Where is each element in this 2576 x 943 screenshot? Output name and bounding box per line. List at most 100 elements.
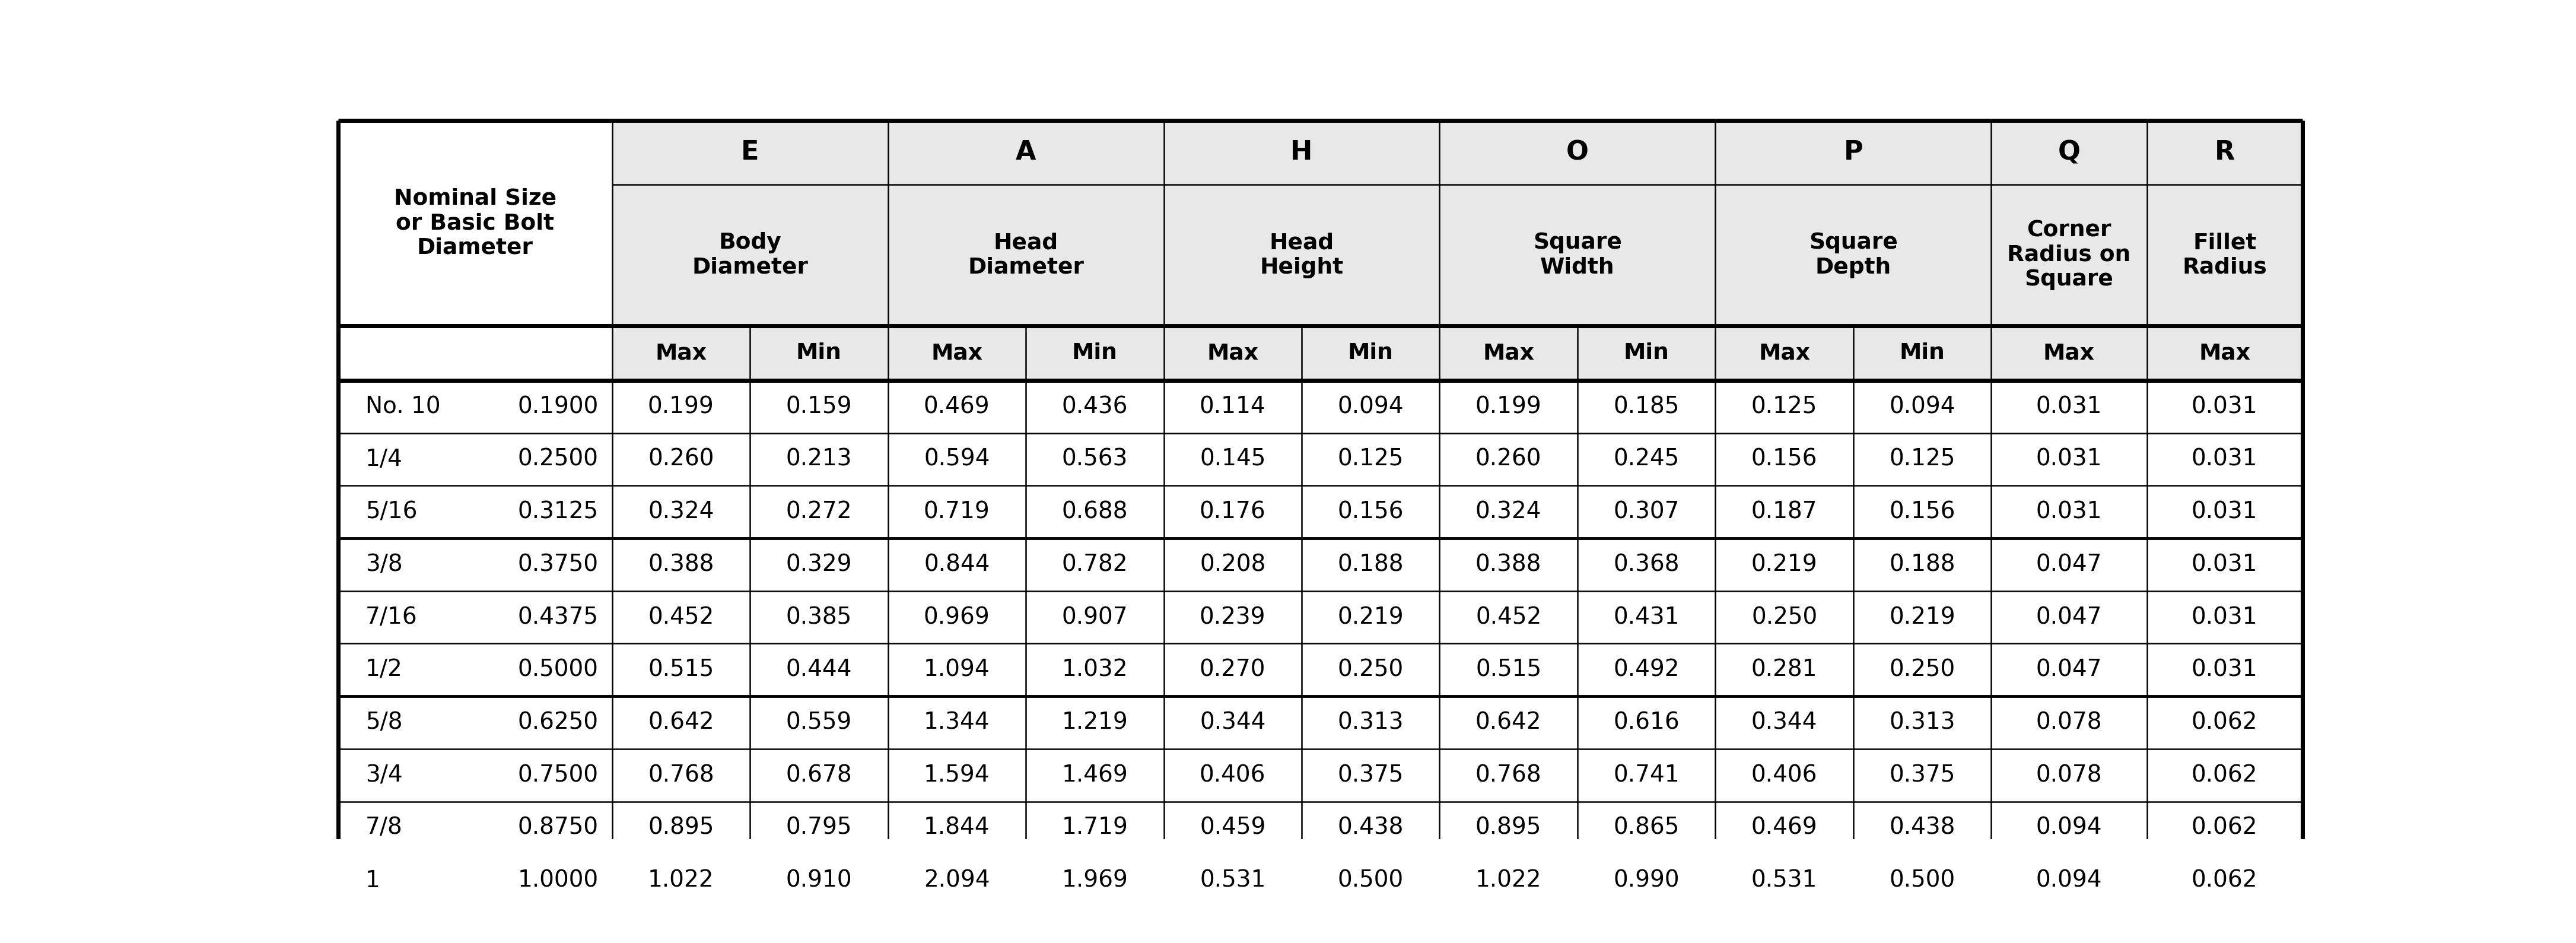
Text: 0.500: 0.500 <box>1337 869 1404 892</box>
Text: 0.3125: 0.3125 <box>518 501 598 523</box>
Text: 0.865: 0.865 <box>1613 817 1680 839</box>
Text: 0.895: 0.895 <box>649 817 714 839</box>
Text: 0.031: 0.031 <box>2192 658 2257 681</box>
Text: 0.199: 0.199 <box>647 395 714 418</box>
Text: 0.281: 0.281 <box>1752 658 1819 681</box>
Text: 0.078: 0.078 <box>2035 764 2102 786</box>
Text: 7/16: 7/16 <box>366 606 417 629</box>
Text: 0.324: 0.324 <box>1476 501 1540 523</box>
Text: 0.213: 0.213 <box>786 448 853 471</box>
Text: 1.344: 1.344 <box>925 711 989 734</box>
Text: 1.0000: 1.0000 <box>518 869 598 892</box>
Text: 0.459: 0.459 <box>1200 817 1265 839</box>
Text: Head
Height: Head Height <box>1260 232 1345 278</box>
Text: 0.444: 0.444 <box>786 658 853 681</box>
Text: O: O <box>1566 140 1589 165</box>
Text: Max: Max <box>2200 342 2251 364</box>
Text: 1.594: 1.594 <box>925 764 989 786</box>
Text: 0.219: 0.219 <box>1337 606 1404 629</box>
Text: Square
Depth: Square Depth <box>1808 232 1899 278</box>
Text: Body
Diameter: Body Diameter <box>693 232 809 278</box>
Text: 0.452: 0.452 <box>1476 606 1540 629</box>
Text: 2.094: 2.094 <box>925 869 989 892</box>
Text: 0.188: 0.188 <box>1888 554 1955 576</box>
Text: 1.969: 1.969 <box>1061 869 1128 892</box>
Text: 0.1900: 0.1900 <box>518 395 598 418</box>
Text: 0.031: 0.031 <box>2035 448 2102 471</box>
Text: 0.438: 0.438 <box>1337 817 1404 839</box>
Text: 0.114: 0.114 <box>1200 395 1265 418</box>
Text: 0.768: 0.768 <box>1476 764 1540 786</box>
Text: 0.469: 0.469 <box>1752 817 1819 839</box>
Text: Fillet
Radius: Fillet Radius <box>2182 232 2267 278</box>
Bar <box>337 121 613 380</box>
Text: 1.469: 1.469 <box>1061 764 1128 786</box>
Text: 0.344: 0.344 <box>1752 711 1819 734</box>
Text: 0.031: 0.031 <box>2192 501 2257 523</box>
Text: 0.250: 0.250 <box>1752 606 1816 629</box>
Text: 0.642: 0.642 <box>1476 711 1540 734</box>
Text: 0.031: 0.031 <box>2192 395 2257 418</box>
Text: 0.438: 0.438 <box>1888 817 1955 839</box>
Text: Max: Max <box>654 342 706 364</box>
Text: 1.022: 1.022 <box>649 869 714 892</box>
Text: 0.176: 0.176 <box>1200 501 1265 523</box>
Text: 0.199: 0.199 <box>1476 395 1540 418</box>
Text: 0.431: 0.431 <box>1613 606 1680 629</box>
Text: 0.910: 0.910 <box>786 869 853 892</box>
Text: 0.145: 0.145 <box>1200 448 1265 471</box>
Text: 1.719: 1.719 <box>1061 817 1128 839</box>
Text: Nominal Size
or Basic Bolt
Diameter: Nominal Size or Basic Bolt Diameter <box>394 188 556 258</box>
Text: 0.990: 0.990 <box>1613 869 1680 892</box>
Text: 1/4: 1/4 <box>366 448 402 471</box>
Text: 0.187: 0.187 <box>1752 501 1819 523</box>
Text: 0.795: 0.795 <box>786 817 853 839</box>
Text: 0.078: 0.078 <box>2035 711 2102 734</box>
Text: 0.844: 0.844 <box>925 554 989 576</box>
Text: 0.782: 0.782 <box>1061 554 1128 576</box>
Text: 0.062: 0.062 <box>2192 711 2257 734</box>
Text: 0.125: 0.125 <box>1888 448 1955 471</box>
Text: 0.907: 0.907 <box>1061 606 1128 629</box>
Text: 0.031: 0.031 <box>2035 395 2102 418</box>
Text: No. 10: No. 10 <box>366 395 440 418</box>
Text: Corner
Radius on
Square: Corner Radius on Square <box>2007 220 2130 290</box>
Text: Max: Max <box>1759 342 1811 364</box>
Text: 0.062: 0.062 <box>2192 869 2257 892</box>
Text: 0.219: 0.219 <box>1888 606 1955 629</box>
Text: 7/8: 7/8 <box>366 817 402 839</box>
Text: Max: Max <box>1208 342 1260 364</box>
Text: 0.188: 0.188 <box>1337 554 1404 576</box>
Text: 0.125: 0.125 <box>1752 395 1819 418</box>
Text: 3/4: 3/4 <box>366 764 402 786</box>
Text: 0.344: 0.344 <box>1200 711 1265 734</box>
Text: Min: Min <box>1072 342 1118 364</box>
Text: 0.768: 0.768 <box>649 764 714 786</box>
Text: 0.385: 0.385 <box>786 606 853 629</box>
Text: 0.219: 0.219 <box>1752 554 1819 576</box>
Text: 0.515: 0.515 <box>1476 658 1540 681</box>
Text: 0.094: 0.094 <box>1337 395 1404 418</box>
Text: 5/8: 5/8 <box>366 711 402 734</box>
Text: Min: Min <box>796 342 842 364</box>
Text: 0.368: 0.368 <box>1613 554 1680 576</box>
Text: 0.4375: 0.4375 <box>518 606 598 629</box>
Text: 0.741: 0.741 <box>1613 764 1680 786</box>
Text: Head
Diameter: Head Diameter <box>969 232 1084 278</box>
Text: 0.185: 0.185 <box>1613 395 1680 418</box>
Text: Max: Max <box>1484 342 1535 364</box>
Text: 0.531: 0.531 <box>1752 869 1819 892</box>
Text: 0.678: 0.678 <box>786 764 853 786</box>
Text: 1/2: 1/2 <box>366 658 402 681</box>
Text: Min: Min <box>1899 342 1945 364</box>
Text: 0.3750: 0.3750 <box>518 554 598 576</box>
Text: 0.452: 0.452 <box>649 606 714 629</box>
Text: 0.031: 0.031 <box>2035 501 2102 523</box>
Text: 1.219: 1.219 <box>1061 711 1128 734</box>
Text: 0.250: 0.250 <box>1337 658 1404 681</box>
Text: Min: Min <box>1347 342 1394 364</box>
Text: 0.969: 0.969 <box>925 606 989 629</box>
Text: 0.047: 0.047 <box>2035 658 2102 681</box>
Text: 0.515: 0.515 <box>649 658 714 681</box>
Text: 1: 1 <box>366 869 381 892</box>
